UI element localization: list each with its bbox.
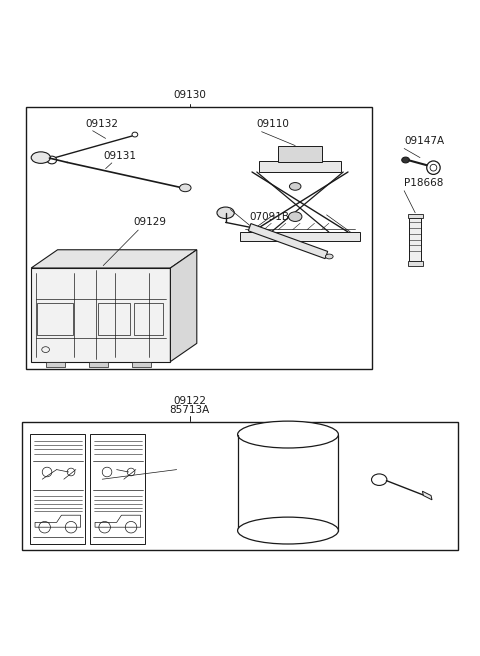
- Ellipse shape: [217, 207, 234, 218]
- Bar: [278, 146, 322, 163]
- Polygon shape: [409, 218, 421, 261]
- Ellipse shape: [47, 156, 57, 164]
- Text: 09131: 09131: [103, 151, 136, 161]
- Ellipse shape: [288, 212, 302, 222]
- Polygon shape: [31, 250, 197, 268]
- Ellipse shape: [430, 164, 437, 171]
- Text: 09110: 09110: [257, 119, 289, 129]
- Text: 85713A: 85713A: [169, 405, 210, 415]
- Ellipse shape: [238, 517, 338, 544]
- Polygon shape: [46, 361, 65, 367]
- Bar: [98, 302, 130, 335]
- Ellipse shape: [372, 474, 387, 485]
- Polygon shape: [89, 361, 108, 367]
- Ellipse shape: [132, 132, 138, 137]
- Bar: [90, 434, 145, 544]
- Text: 09122: 09122: [173, 396, 206, 406]
- Polygon shape: [170, 250, 197, 361]
- Bar: [134, 302, 163, 335]
- Ellipse shape: [31, 152, 50, 163]
- Text: 09130: 09130: [173, 91, 206, 100]
- Text: 09132: 09132: [85, 119, 119, 129]
- Text: P18668: P18668: [404, 178, 444, 188]
- Bar: [37, 302, 73, 335]
- Polygon shape: [31, 268, 170, 361]
- Ellipse shape: [402, 157, 409, 163]
- Ellipse shape: [427, 161, 440, 174]
- Polygon shape: [248, 224, 328, 258]
- Ellipse shape: [180, 184, 191, 192]
- Polygon shape: [250, 215, 274, 232]
- Polygon shape: [408, 261, 423, 266]
- Ellipse shape: [325, 254, 333, 259]
- Polygon shape: [422, 491, 432, 500]
- Bar: [259, 161, 341, 172]
- Bar: [30, 434, 85, 544]
- Ellipse shape: [289, 182, 301, 190]
- Ellipse shape: [238, 421, 338, 448]
- Bar: [22, 422, 458, 550]
- Polygon shape: [240, 232, 360, 241]
- Bar: [26, 107, 372, 369]
- Text: 09147A: 09147A: [404, 136, 444, 146]
- Polygon shape: [326, 215, 350, 232]
- Text: 07091B: 07091B: [250, 213, 289, 222]
- Polygon shape: [408, 214, 423, 218]
- Polygon shape: [132, 361, 151, 367]
- Text: 09129: 09129: [133, 217, 167, 227]
